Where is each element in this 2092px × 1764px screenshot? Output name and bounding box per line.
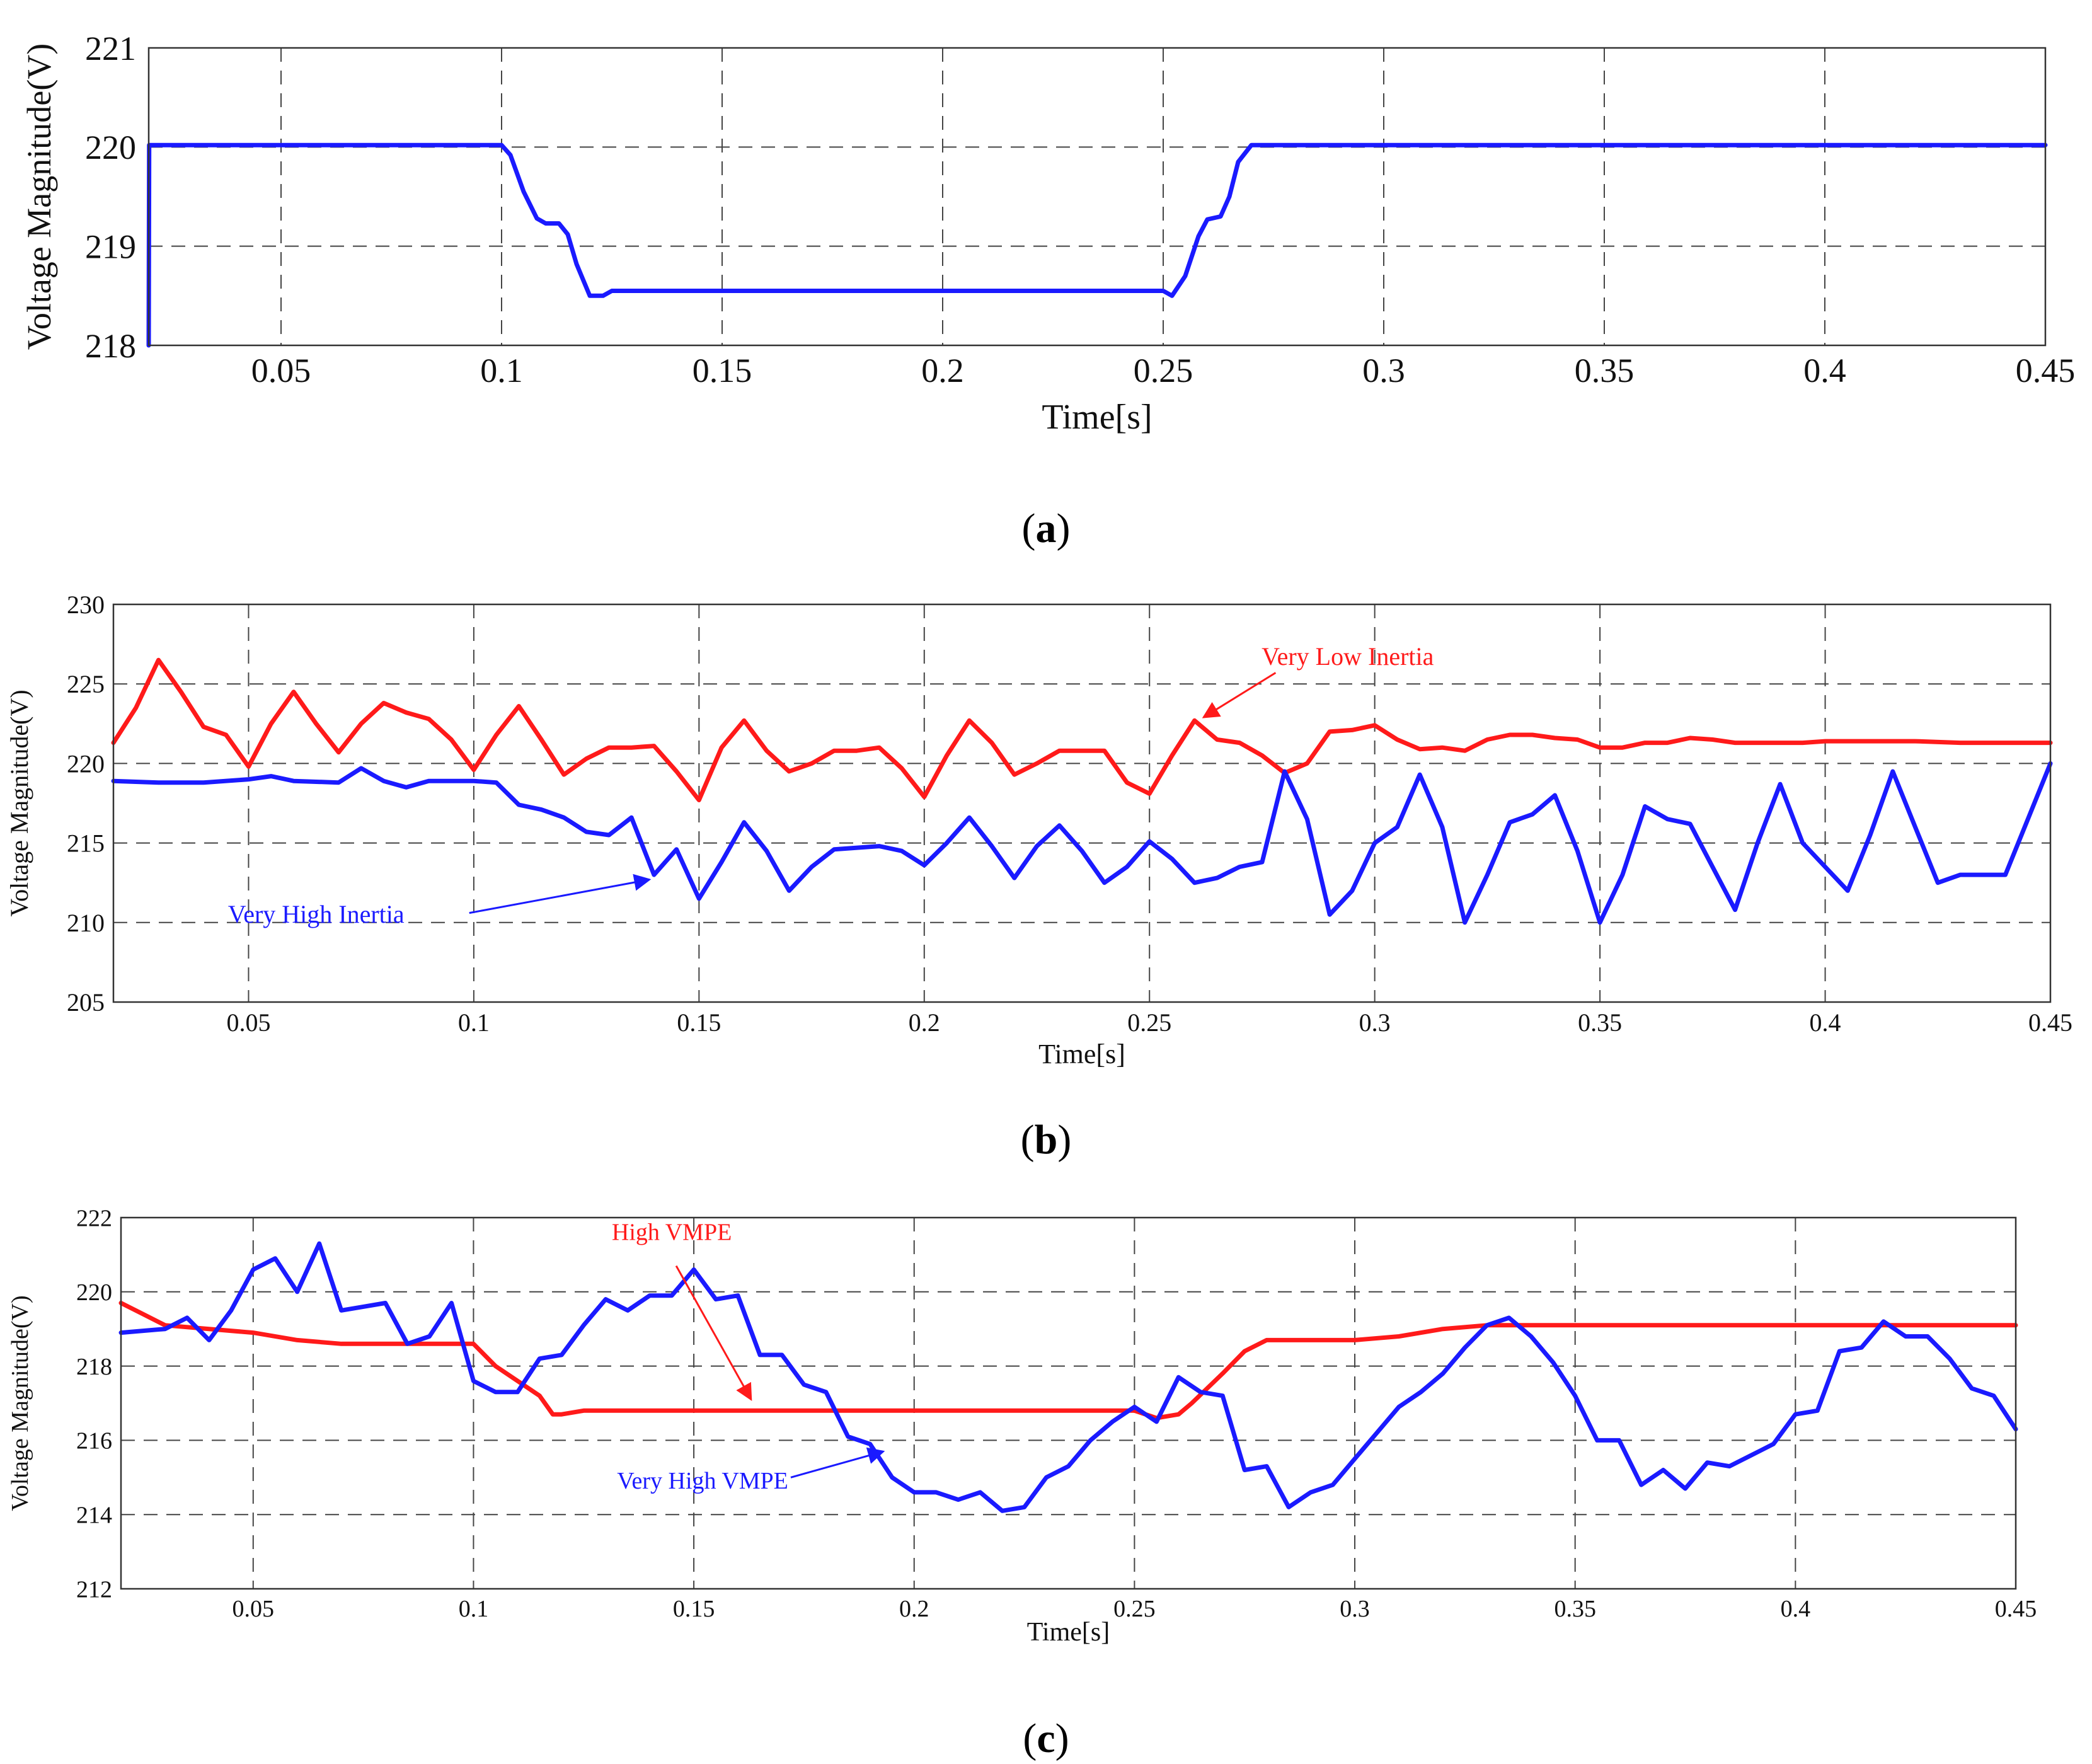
annotation-label: Very High Inertia: [228, 900, 405, 928]
x-tick-label: 0.35: [1554, 1596, 1596, 1622]
y-tick-label: 221: [85, 30, 136, 67]
series-line-very-high-vmpe: [118, 1241, 2018, 1513]
y-tick-label: 210: [67, 909, 105, 937]
x-tick-label: 0.2: [909, 1008, 940, 1037]
x-tick-label: 0.2: [899, 1596, 929, 1622]
x-tick-label: 0.05: [226, 1008, 270, 1037]
panel-b-frame: [112, 603, 2052, 1003]
panel-b-label-letter: b: [1035, 1117, 1058, 1163]
panel-c-x-axis-label: Time[s]: [1027, 1618, 1110, 1647]
x-tick-label: 0.25: [1127, 1008, 1171, 1037]
x-tick-label: 0.45: [2028, 1008, 2072, 1037]
x-tick-label: 0.3: [1340, 1596, 1370, 1622]
y-tick-label: 219: [85, 228, 136, 266]
annotation-label: High VMPE: [612, 1219, 732, 1245]
panel-b-y-axis-label: Voltage Magnitude(V): [5, 689, 33, 916]
panel-c-x-ticks: 0.05 0.1 0.15 0.2 0.25 0.3 0.35 0.4 0.45: [233, 1596, 2037, 1622]
x-tick-label: 0.1: [459, 1596, 489, 1622]
y-tick-label: 220: [67, 749, 105, 778]
annotation-arrow: [469, 873, 652, 914]
x-tick-label: 0.1: [480, 352, 523, 389]
x-tick-label: 0.05: [251, 352, 311, 389]
panel-b-x-axis-label: Time[s]: [1038, 1039, 1125, 1069]
y-tick-label: 220: [76, 1279, 112, 1306]
series-line-voltage: [146, 142, 2048, 348]
panel-b-y-ticks: 205 210 215 220 225 230: [67, 591, 105, 1017]
x-tick-label: 0.45: [2016, 352, 2076, 389]
panel-a-label: (a): [1022, 505, 1071, 551]
x-tick-label: 0.15: [673, 1596, 715, 1622]
panel-b-annotations: Very Low Inertia Very High Inertia: [228, 642, 1434, 928]
panel-a-series: [146, 142, 2048, 348]
annotation-arrow: [675, 1265, 752, 1401]
x-tick-label: 0.2: [921, 352, 964, 389]
y-tick-label: 212: [76, 1576, 112, 1603]
panel-a: 0.05 0.1 0.15 0.2 0.25 0.3 0.35 0.4 0.45 2182192…: [20, 30, 2075, 551]
x-tick-label: 0.25: [1134, 352, 1193, 389]
panel-c-series: [118, 1241, 2018, 1513]
x-tick-label: 0.4: [1810, 1008, 1841, 1037]
panel-a-frame: [147, 47, 2047, 347]
panel-c-label: (c): [1023, 1715, 1069, 1761]
panel-b-x-ticks: 0.05 0.1 0.15 0.2 0.25 0.3 0.35 0.4 0.45: [226, 1008, 2072, 1037]
x-tick-label: 0.4: [1781, 1596, 1811, 1622]
annotation-label: Very Low Inertia: [1262, 642, 1434, 671]
panel-c-y-axis-label: Voltage Magnitude(V): [7, 1295, 33, 1511]
panel-c-y-ticks: 212 214 216 218 220 222: [76, 1205, 112, 1603]
series-line-very-low-inertia: [111, 657, 2053, 802]
y-tick-label: 218: [76, 1354, 112, 1380]
x-tick-label: 0.3: [1362, 352, 1405, 389]
panel-b-grid: [113, 604, 2050, 1002]
x-tick-label: 0.1: [458, 1008, 490, 1037]
panel-c: 0.05 0.1 0.15 0.2 0.25 0.3 0.35 0.4 0.45 2122142…: [7, 1205, 2037, 1761]
y-tick-label: 215: [67, 829, 105, 858]
x-tick-label: 0.45: [1995, 1596, 2037, 1622]
y-tick-label: 230: [67, 591, 105, 619]
series-line-very-high-inertia: [111, 761, 2053, 925]
y-tick-label: 216: [76, 1428, 112, 1455]
x-tick-label: 0.15: [693, 352, 752, 389]
panel-a-grid: [149, 48, 2045, 345]
annotation-arrow: [1202, 672, 1277, 718]
x-tick-label: 0.3: [1359, 1008, 1391, 1037]
panel-a-x-axis-label: Time[s]: [1042, 398, 1152, 437]
series-line-high-vmpe: [118, 1301, 2018, 1421]
x-tick-label: 0.4: [1803, 352, 1846, 389]
annotation-label: Very High VMPE: [617, 1468, 788, 1494]
y-tick-label: 218: [85, 327, 136, 365]
x-tick-label: 0.35: [1578, 1008, 1622, 1037]
panel-c-grid: [121, 1218, 2016, 1589]
x-tick-label: 0.25: [1113, 1596, 1156, 1622]
panel-a-x-ticks: 0.05 0.1 0.15 0.2 0.25 0.3 0.35 0.4 0.45: [251, 352, 2076, 389]
y-tick-label: 220: [85, 129, 136, 166]
annotation-arrow: [790, 1447, 885, 1479]
panel-b-series: [111, 657, 2053, 925]
panel-b: 0.05 0.1 0.15 0.2 0.25 0.3 0.35 0.4 0.45 2052102…: [5, 591, 2072, 1163]
x-tick-label: 0.35: [1575, 352, 1635, 389]
x-tick-label: 0.05: [233, 1596, 275, 1622]
panel-c-frame: [120, 1216, 2017, 1590]
x-tick-label: 0.15: [677, 1008, 721, 1037]
panel-c-annotations: High VMPE Very High VMPE: [612, 1219, 885, 1494]
y-tick-label: 205: [67, 988, 105, 1017]
panel-a-y-axis-label: Voltage Magnitude(V): [20, 43, 58, 350]
y-tick-label: 214: [76, 1502, 112, 1529]
y-tick-label: 225: [67, 670, 105, 698]
panel-c-label-letter: c: [1037, 1715, 1055, 1761]
y-tick-label: 222: [76, 1205, 112, 1231]
panel-b-label: (b): [1021, 1117, 1072, 1163]
panel-a-y-ticks: 218 219 220 221: [85, 30, 136, 365]
panel-a-label-letter: a: [1036, 505, 1057, 551]
